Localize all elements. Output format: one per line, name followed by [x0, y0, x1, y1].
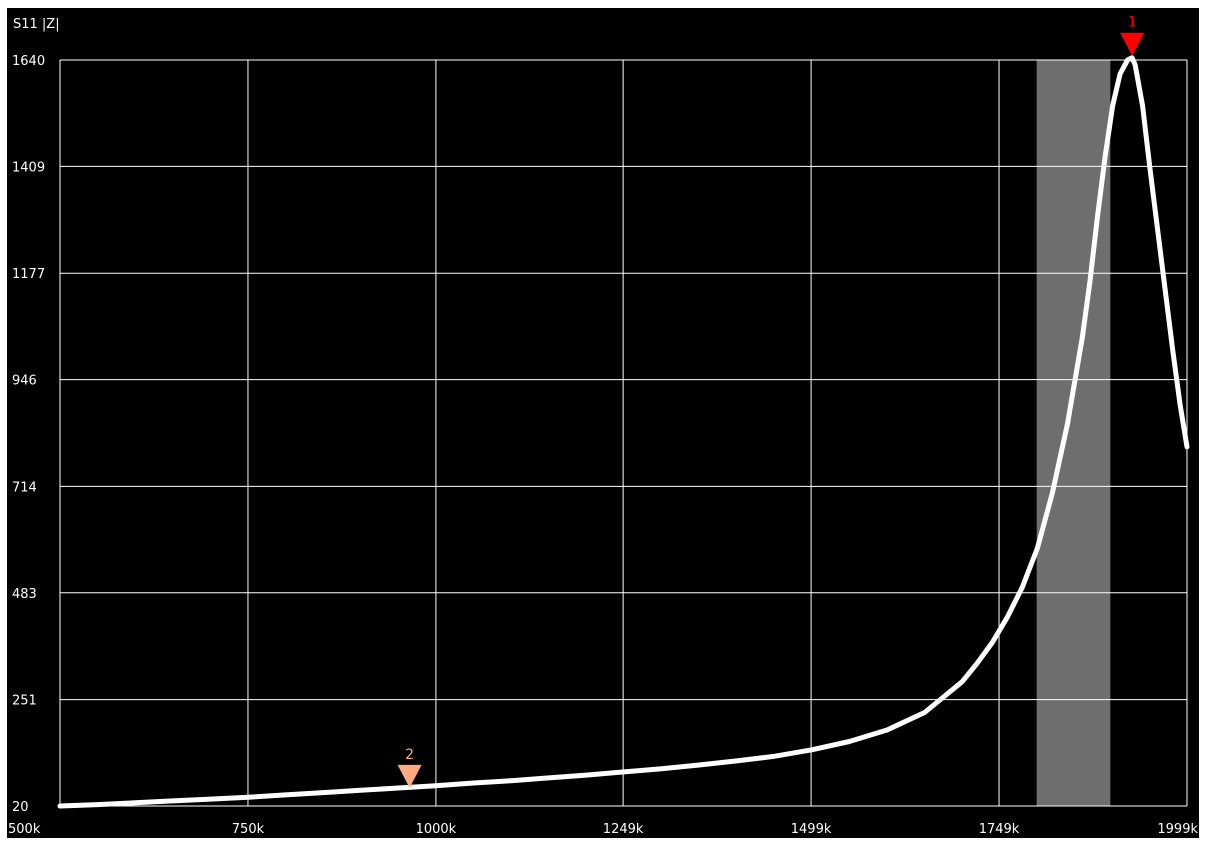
marker-2-triangle — [397, 764, 422, 788]
x-tick-label: 500k — [8, 822, 41, 837]
x-tick-label: 1000k — [416, 822, 457, 837]
y-tick-label: 1640 — [12, 54, 45, 69]
x-tick-label: 1499k — [791, 822, 832, 837]
y-tick-label: 714 — [12, 480, 37, 495]
x-tick-label: 750k — [232, 822, 265, 837]
y-tick-label: 1177 — [12, 267, 45, 282]
marker-layer: 12 — [397, 15, 1145, 788]
impedance-trace — [57, 55, 1190, 809]
y-tick-label: 20 — [12, 800, 29, 815]
x-tick-label: 1749k — [979, 822, 1020, 837]
plot-background — [7, 8, 1199, 838]
highlight-band — [1036, 60, 1111, 806]
trace-layer — [57, 55, 1190, 809]
y-tick-label: 1409 — [12, 160, 45, 175]
highlight-band-layer — [1036, 60, 1111, 806]
y-tick-label: 946 — [12, 374, 37, 389]
marker-1-triangle — [1120, 32, 1145, 56]
x-tick-label: 1999k — [1157, 822, 1198, 837]
marker-1-label: 1 — [1128, 15, 1137, 31]
y-tick-label: 251 — [12, 694, 37, 709]
grid-layer — [59, 59, 1188, 807]
tick-label-layer: 20 251 483 714 946 1177 1409 1640 500k 750k 1000k 1… — [8, 54, 1198, 837]
marker-2-label: 2 — [405, 747, 414, 763]
x-tick-label: 1249k — [603, 822, 644, 837]
y-tick-label: 483 — [12, 587, 37, 602]
chart-title: S11 |Z| — [13, 17, 60, 32]
